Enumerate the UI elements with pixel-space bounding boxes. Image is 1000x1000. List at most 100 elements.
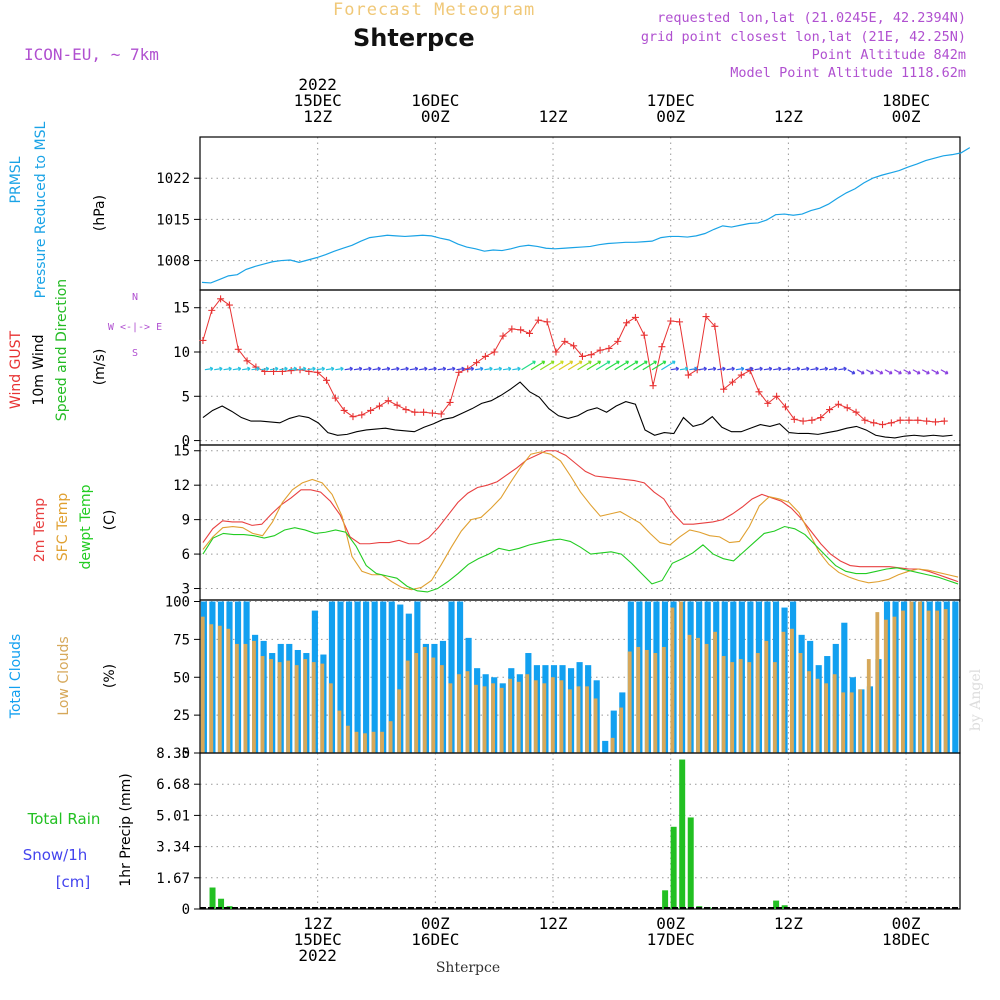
wind-direction-arrow (875, 369, 883, 375)
wind-direction-arrow (810, 367, 819, 371)
gust-point (711, 322, 719, 330)
gust-point (896, 416, 904, 424)
wind-direction-arrow (689, 367, 698, 371)
low-cloud-bar (465, 671, 470, 753)
credit-watermark: by Angel (968, 668, 984, 731)
temperature-panel: 3 6 9 12 15 (173, 444, 961, 601)
bottom-time-label: 12Z (303, 914, 332, 933)
wind-direction-arrowhead (470, 366, 475, 372)
temp-2m-label: 2m Temp (32, 498, 48, 562)
temp-dewpt-label: dewpt Temp (78, 484, 94, 569)
gust-point (773, 392, 781, 400)
low-cloud-bar (738, 659, 743, 753)
wind-direction-arrow (735, 367, 744, 371)
total-cloud-bar (602, 740, 609, 753)
wind-direction-arrow (856, 369, 865, 375)
wind-direction-arrow (297, 367, 307, 371)
wind-direction-arrow (214, 367, 223, 371)
low-cloud-bar (772, 662, 777, 753)
low-cloud-bar (388, 721, 393, 753)
wind-direction-arrowhead (898, 370, 902, 375)
compass-south: S (132, 348, 138, 359)
wind-direction-arrowhead (796, 366, 801, 372)
bottom-time-label: 2022 (298, 946, 337, 965)
compass-west-east: W <-|-> E (108, 322, 162, 333)
low-cloud-bar (713, 631, 718, 753)
wind-direction-arrowhead (433, 366, 437, 372)
wind-panel: 0 5 10 15 (173, 289, 961, 450)
wind-direction-arrowhead (256, 366, 260, 372)
gust-point (905, 416, 913, 424)
low-cloud-bar (781, 631, 786, 753)
low-cloud-bar (345, 725, 350, 753)
temp-2m-line (202, 450, 959, 583)
wind-direction-arrow (437, 367, 446, 371)
wind-unit-label: (m/s) (92, 349, 108, 386)
wind-direction-arrowhead (694, 366, 698, 372)
gust-point (243, 357, 251, 365)
top-time-label: 00Z (892, 107, 921, 126)
pressure-unit-label: (hPa) (92, 195, 108, 231)
wind-direction-arrowhead (824, 366, 829, 372)
wind-direction-arrow (409, 367, 418, 371)
low-cloud-bar (380, 731, 384, 753)
gust-point (349, 413, 357, 421)
low-cloud-bar (730, 662, 735, 753)
low-cloud-bar (798, 653, 803, 753)
temp-unit-label: (C) (102, 510, 118, 531)
wind-direction-arrowhead (560, 360, 564, 365)
gust-point (402, 406, 410, 414)
gust-point (199, 336, 207, 344)
top-time-label: 00Z (656, 107, 685, 126)
low-cloud-bar (585, 686, 589, 753)
wind-direction-arrowhead (597, 360, 602, 365)
wind-direction-arrow (931, 369, 939, 375)
low-cloud-bar (696, 637, 700, 753)
low-cloud-bar (234, 643, 239, 753)
wind-label: 10m Wind (31, 334, 47, 405)
low-cloud-bar (841, 692, 846, 753)
grid-point-location: grid point closest lon,lat (21E, 42.25N) (640, 29, 966, 45)
rain-bar (679, 759, 686, 909)
wind-direction-arrowhead (358, 366, 363, 372)
rain-bar (218, 898, 225, 909)
gust-point (631, 313, 639, 321)
gust-point (843, 404, 851, 412)
low-cloud-bar (269, 659, 273, 753)
bottom-time-label: 15DEC (294, 930, 342, 949)
wind-direction-arrow (819, 367, 828, 371)
gust-point (490, 348, 498, 356)
precip-ytick-label: 1.67 (156, 871, 190, 887)
wind-direction-arrow (484, 367, 493, 371)
wind-direction-arrow (745, 367, 754, 371)
wind-direction-arrow (726, 367, 735, 371)
wind-direction-arrowhead (480, 366, 484, 372)
gust-point (852, 408, 860, 416)
wind-direction-arrow (838, 367, 847, 371)
wind-direction-arrow (567, 360, 583, 371)
gust-point (481, 352, 489, 360)
bottom-time-label: 12Z (774, 914, 803, 933)
wind-direction-arrowhead (368, 366, 372, 372)
wind-direction-arrowhead (740, 366, 745, 372)
low-cloud-bar (687, 634, 692, 753)
wind-direction-arrowhead (550, 360, 555, 365)
wind-direction-arrowhead (275, 366, 279, 372)
low-cloud-bar (508, 678, 513, 753)
low-cloud-bar (439, 665, 444, 753)
total-cloud-bar (380, 601, 387, 753)
low-cloud-bar (525, 674, 530, 753)
clouds-ytick-label: 100 (165, 595, 190, 611)
low-cloud-bar (363, 733, 367, 753)
low-cloud-bar (576, 686, 581, 753)
wind-direction-arrow (242, 367, 251, 371)
wind-direction-arrowhead (712, 366, 717, 372)
wind-direction-arrow (381, 367, 390, 371)
wind-direction-arrow (577, 360, 592, 371)
low-cloud-bar (209, 624, 214, 753)
gust-point (702, 313, 710, 321)
wind-direction-arrowhead (219, 366, 223, 372)
wind-direction-arrowhead (312, 366, 316, 372)
gust-line (202, 298, 945, 426)
low-cloud-bar (277, 662, 282, 753)
